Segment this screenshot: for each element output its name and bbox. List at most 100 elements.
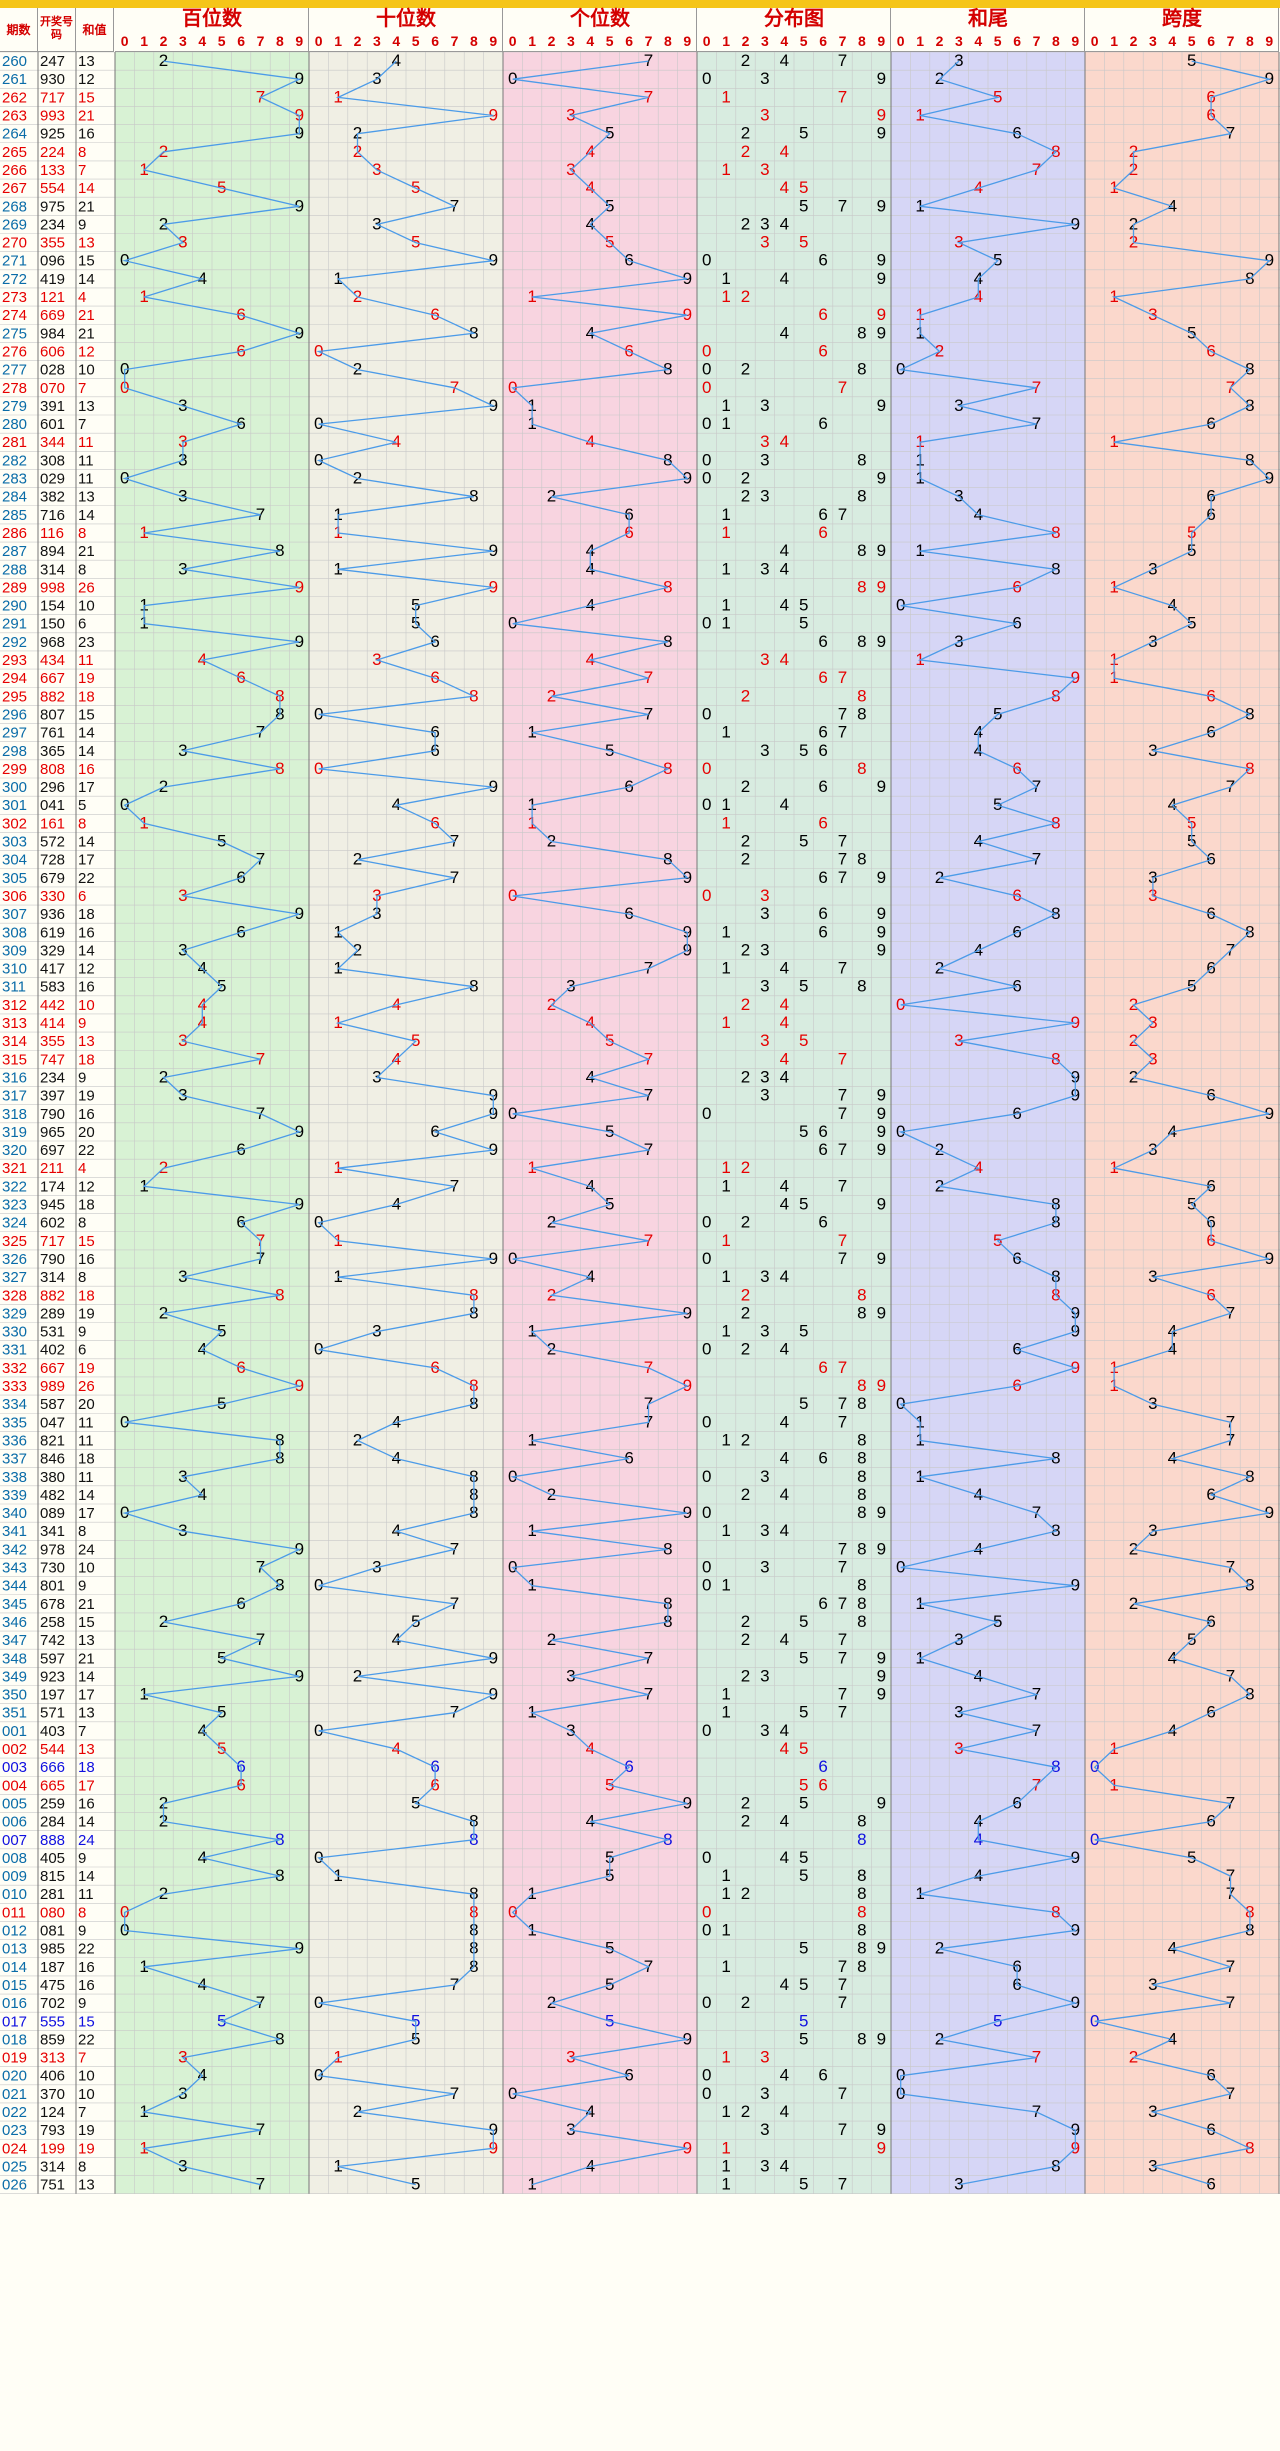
draw-number: 790 [40, 1251, 65, 1268]
period-label: 310 [2, 961, 27, 978]
draw-number: 702 [40, 1995, 65, 2012]
mark-distribution: 0 [702, 1576, 711, 1595]
period-label: 324 [2, 1215, 27, 1232]
sum-value: 9 [78, 1015, 86, 1032]
period-label: 273 [2, 289, 27, 306]
mark-distribution: 2 [741, 686, 750, 705]
mark-distribution: 2 [741, 52, 750, 70]
mark-distribution: 0 [702, 414, 711, 433]
mark-distribution: 3 [760, 69, 769, 88]
draw-number: 434 [40, 652, 65, 669]
mark-distribution: 3 [760, 650, 769, 669]
mark-distribution: 6 [818, 2066, 827, 2085]
period-label: 351 [2, 1705, 27, 1722]
sum-value: 8 [78, 1523, 86, 1540]
digit-header-hundreds-5: 5 [217, 33, 226, 49]
draw-number: 116 [40, 525, 64, 542]
period-label: 281 [2, 434, 27, 451]
sum-value: 18 [78, 1051, 95, 1068]
period-label: 282 [2, 452, 27, 469]
mark-distribution: 2 [741, 1666, 750, 1685]
sum-value: 18 [78, 1197, 95, 1214]
draw-number: 747 [40, 1051, 65, 1068]
mark-distribution: 9 [877, 1195, 886, 1214]
sum-value: 14 [78, 834, 95, 851]
sum-value: 14 [78, 1668, 95, 1685]
mark-distribution: 4 [780, 559, 789, 578]
mark-distribution: 2 [741, 214, 750, 233]
mark-distribution: 2 [741, 940, 750, 959]
section-header-box-hundreds [115, 8, 309, 52]
draw-number: 403 [40, 1723, 65, 1740]
mark-distribution: 1 [721, 1267, 730, 1286]
mark-distribution: 4 [780, 142, 789, 161]
sum-value: 15 [78, 253, 95, 270]
mark-distribution: 1 [721, 2156, 730, 2175]
mark-distribution: 5 [799, 2011, 808, 2030]
sum-value: 14 [78, 507, 95, 524]
mark-tens: 4 [392, 52, 401, 70]
mark-distribution: 2 [741, 287, 750, 306]
period-label: 341 [2, 1523, 27, 1540]
sum-value: 19 [78, 2140, 95, 2157]
mark-distribution: 0 [702, 469, 711, 488]
mark-distribution: 0 [702, 1848, 711, 1867]
digit-header-span-5: 5 [1187, 33, 1196, 49]
digit-header-hundreds-2: 2 [159, 33, 168, 49]
mark-distribution: 8 [857, 977, 866, 996]
mark-distribution: 4 [780, 1975, 789, 1994]
draw-number: 028 [40, 362, 65, 379]
draw-number: 197 [40, 1687, 65, 1704]
period-label: 290 [2, 598, 27, 615]
period-label: 292 [2, 634, 27, 651]
mark-distribution: 1 [721, 505, 730, 524]
digit-header-sum-tail-4: 4 [974, 33, 983, 49]
draw-number: 382 [40, 489, 65, 506]
mark-distribution: 5 [799, 1775, 808, 1794]
draw-number: 289 [40, 1305, 65, 1322]
sum-value: 11 [78, 452, 94, 469]
draw-number: 808 [40, 761, 65, 778]
mark-distribution: 8 [857, 1394, 866, 1413]
mark-distribution: 7 [838, 1140, 847, 1159]
period-label: 349 [2, 1668, 27, 1685]
period-label: 018 [2, 2031, 27, 2048]
mark-distribution: 4 [780, 1721, 789, 1740]
sum-value: 24 [78, 1541, 95, 1558]
mark-distribution: 8 [857, 1594, 866, 1613]
sum-value: 10 [78, 1560, 95, 1577]
digit-header-tens-9: 9 [489, 33, 498, 49]
mark-distribution: 9 [877, 1793, 886, 1812]
draw-number: 597 [40, 1650, 65, 1667]
mark-distribution: 1 [721, 813, 730, 832]
mark-distribution: 7 [838, 1993, 847, 2012]
sum-value: 20 [78, 1396, 95, 1413]
digit-header-tens-8: 8 [469, 33, 478, 49]
sum-value: 9 [78, 1850, 86, 1867]
period-label: 007 [2, 1832, 27, 1849]
draw-number: 678 [40, 1596, 65, 1613]
mark-distribution: 5 [799, 124, 808, 143]
mark-distribution: 4 [780, 269, 789, 288]
period-label: 337 [2, 1451, 27, 1468]
mark-distribution: 4 [780, 596, 789, 615]
mark-hundreds: 2 [159, 52, 168, 70]
digit-header-sum-tail-9: 9 [1071, 33, 1080, 49]
mark-distribution: 3 [760, 432, 769, 451]
mark-distribution: 7 [838, 1249, 847, 1268]
draw-number: 284 [40, 1814, 65, 1831]
draw-number: 602 [40, 1215, 65, 1232]
sum-value: 7 [78, 2050, 86, 2067]
sum-value: 7 [78, 2104, 86, 2121]
mark-distribution: 9 [877, 2029, 886, 2048]
digit-header-hundreds-6: 6 [237, 33, 245, 49]
mark-distribution: 4 [780, 1630, 789, 1649]
period-label: 309 [2, 942, 27, 959]
mark-distribution: 8 [857, 1902, 866, 1921]
mark-distribution: 5 [799, 1031, 808, 1050]
mark-distribution: 2 [741, 1812, 750, 1831]
draw-number: 751 [40, 2177, 65, 2194]
period-label: 344 [2, 1578, 27, 1595]
mark-distribution: 4 [780, 323, 789, 342]
mark-distribution: 0 [702, 341, 711, 360]
